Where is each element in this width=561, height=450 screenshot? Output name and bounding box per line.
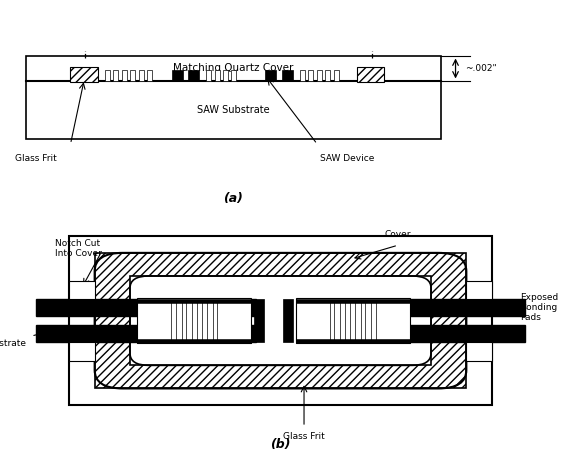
Text: SAW Device: SAW Device <box>320 154 374 163</box>
Bar <box>357 67 384 82</box>
Bar <box>26 56 441 81</box>
Bar <box>296 298 410 343</box>
Bar <box>254 299 264 342</box>
Bar <box>192 300 196 341</box>
Bar <box>330 300 334 341</box>
Bar <box>147 70 152 81</box>
Bar <box>282 70 293 81</box>
Bar <box>309 70 314 81</box>
Bar <box>466 342 492 361</box>
Bar <box>361 300 365 341</box>
Text: (a): (a) <box>223 192 243 205</box>
Bar <box>105 70 110 81</box>
Bar <box>305 325 525 342</box>
Bar <box>113 70 118 81</box>
Bar <box>325 70 330 81</box>
Text: (b): (b) <box>270 438 291 450</box>
Text: Notch Cut
Into Cover: Notch Cut Into Cover <box>54 239 102 258</box>
Bar <box>265 70 277 81</box>
Bar <box>296 299 410 303</box>
Bar <box>215 70 219 81</box>
Bar <box>36 299 256 316</box>
Bar <box>137 338 251 343</box>
Bar <box>26 81 441 140</box>
Bar <box>305 299 525 316</box>
Bar <box>95 253 466 388</box>
Bar <box>36 325 256 342</box>
Bar <box>137 298 251 343</box>
Bar <box>130 70 135 81</box>
Bar <box>172 70 182 81</box>
Bar <box>69 236 492 405</box>
Bar <box>213 300 217 341</box>
Text: Glass Frit: Glass Frit <box>283 432 325 441</box>
Bar <box>300 70 305 81</box>
Bar <box>340 300 345 341</box>
Bar <box>231 70 236 81</box>
Bar <box>202 300 207 341</box>
Bar <box>122 70 127 81</box>
Text: Substrate: Substrate <box>0 339 26 348</box>
Bar <box>371 300 376 341</box>
Bar <box>296 338 410 343</box>
Bar <box>223 70 228 81</box>
Bar <box>466 281 492 299</box>
Bar <box>188 70 199 81</box>
Bar <box>317 70 322 81</box>
Bar <box>69 281 95 299</box>
Bar <box>351 300 355 341</box>
Bar <box>182 300 186 341</box>
Bar <box>206 70 211 81</box>
Bar <box>69 342 95 361</box>
Text: ~.002": ~.002" <box>466 64 497 73</box>
Bar <box>71 67 98 82</box>
Text: Exposed
Bonding
Pads: Exposed Bonding Pads <box>521 292 559 323</box>
Text: Glass Frit: Glass Frit <box>15 154 57 163</box>
Text: Cover: Cover <box>385 230 411 239</box>
Text: SAW Substrate: SAW Substrate <box>197 105 270 115</box>
Bar <box>137 299 251 303</box>
Bar <box>283 299 293 342</box>
Bar <box>130 276 431 365</box>
Text: Matching Quartz Cover: Matching Quartz Cover <box>173 63 293 73</box>
Bar <box>139 70 144 81</box>
Bar <box>171 300 176 341</box>
Bar <box>334 70 338 81</box>
